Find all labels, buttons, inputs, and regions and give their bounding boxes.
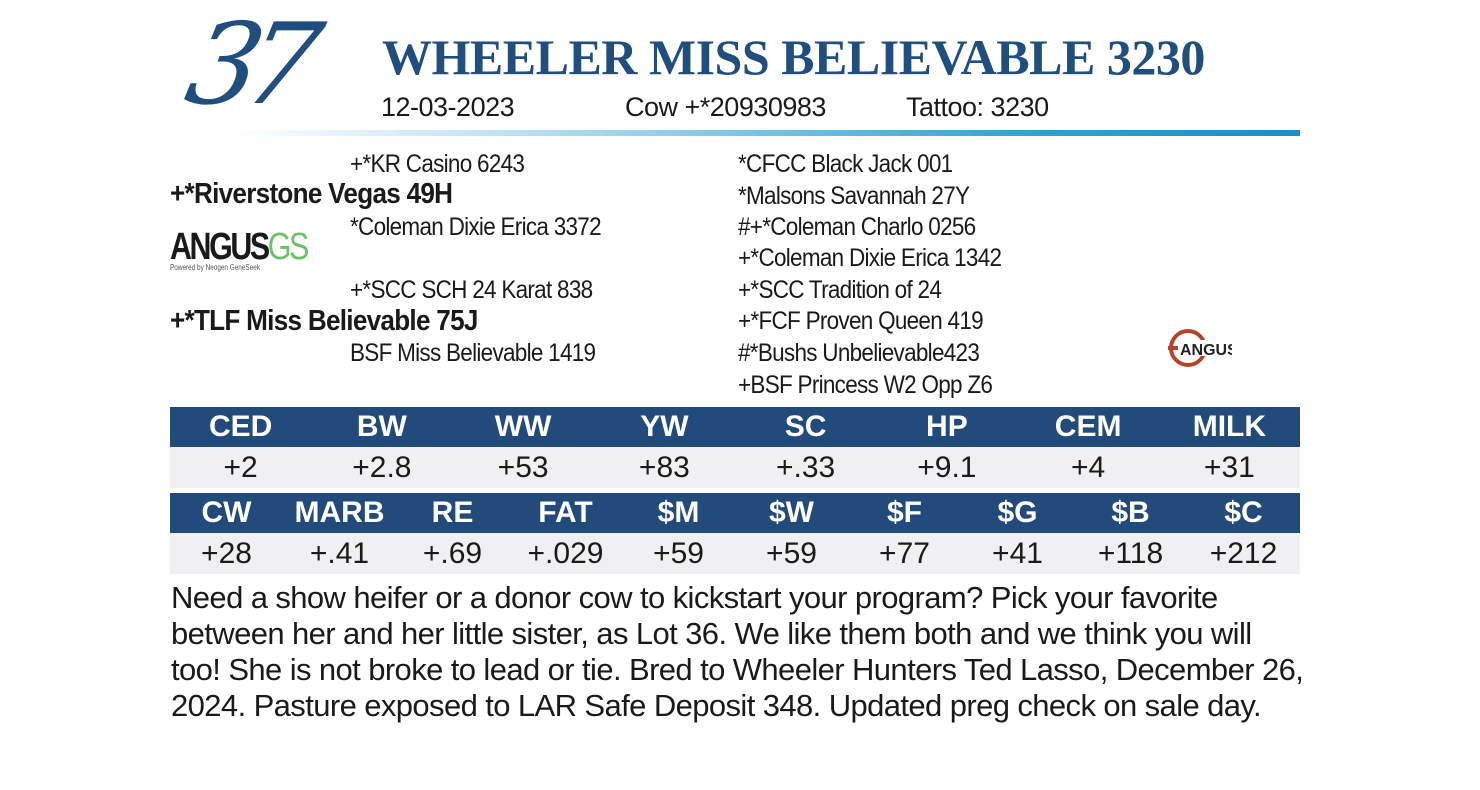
pedigree-third-gen: +*FCF Proven Queen 419 [738, 307, 984, 335]
epd-value: +28 [170, 533, 283, 574]
epd-header: WW [452, 407, 594, 447]
epd-value: +9.1 [876, 447, 1018, 488]
epd-value: +.41 [283, 533, 396, 574]
epd-table-2: CW MARB RE FAT $M $W $F $G $B $C +28 +.41 +.69 +.029… [170, 493, 1300, 574]
epd-header: $B [1074, 493, 1187, 533]
sire: +*Riverstone Vegas 49H [170, 178, 453, 210]
epd-value: +31 [1158, 447, 1300, 488]
epd-value: +2.8 [311, 447, 453, 488]
epd-header: HP [876, 407, 1018, 447]
epd-header: CW [170, 493, 283, 533]
dam-dam: BSF Miss Believable 1419 [350, 339, 596, 367]
angus-gs-logo: ANGUSGS Powered by Neogen GeneSeek [170, 226, 309, 272]
epd-value: +212 [1187, 533, 1300, 574]
lot-number: 37 [176, 0, 319, 130]
epd-value: +83 [593, 447, 735, 488]
angus-logo: ANGUS [1168, 326, 1238, 370]
epd-value: +59 [735, 533, 848, 574]
pedigree-third-gen: +*SCC Tradition of 24 [738, 276, 942, 304]
epd-value: +118 [1074, 533, 1187, 574]
epd-header: $C [1187, 493, 1300, 533]
lot-description: Need a show heifer or a donor cow to kic… [171, 580, 1304, 723]
epd-header: SC [735, 407, 877, 447]
dam: +*TLF Miss Believable 75J [170, 305, 478, 337]
pedigree-third-gen: *Malsons Savannah 27Y [738, 182, 970, 210]
epd-header: YW [593, 407, 735, 447]
epd-value: +.69 [396, 533, 509, 574]
epd-header: BW [311, 407, 453, 447]
pedigree-third-gen: *CFCC Black Jack 001 [738, 150, 953, 178]
epd-header: MARB [283, 493, 396, 533]
tattoo: Tattoo: 3230 [906, 92, 1049, 122]
sire-dam: *Coleman Dixie Erica 3372 [350, 213, 602, 241]
svg-text:ANGUS: ANGUS [1180, 342, 1232, 359]
pedigree-third-gen: +BSF Princess W2 Opp Z6 [738, 371, 993, 399]
epd-value: +53 [452, 447, 594, 488]
birth-date: 12-03-2023 [381, 92, 515, 122]
epd-header: $F [848, 493, 961, 533]
epd-header: CEM [1017, 407, 1159, 447]
epd-value: +41 [961, 533, 1074, 574]
epd-value: +.33 [735, 447, 877, 488]
epd-value: +.029 [509, 533, 622, 574]
epd-header: $W [735, 493, 848, 533]
epd-header: RE [396, 493, 509, 533]
epd-header: MILK [1158, 407, 1300, 447]
epd-header: FAT [509, 493, 622, 533]
epd-value: +2 [170, 447, 312, 488]
dam-sire: +*SCC SCH 24 Karat 838 [350, 276, 593, 304]
registration-number: Cow +*20930983 [625, 92, 826, 122]
epd-header: CED [170, 407, 312, 447]
epd-value: +59 [622, 533, 735, 574]
sire-sire: +*KR Casino 6243 [350, 150, 525, 178]
pedigree-third-gen: +*Coleman Dixie Erica 1342 [738, 244, 1002, 272]
epd-value: +77 [848, 533, 961, 574]
pedigree-third-gen: #*Bushs Unbelievable423 [738, 339, 980, 367]
epd-table-1: CED BW WW YW SC HP CEM MILK +2 +2.8 +53 +83 +.33 +9.… [170, 407, 1300, 488]
header-rule [230, 130, 1300, 136]
pedigree-third-gen: #+*Coleman Charlo 0256 [738, 213, 976, 241]
animal-name: WHEELER MISS BELIEVABLE 3230 [382, 29, 1205, 85]
epd-value: +4 [1017, 447, 1159, 488]
epd-header: $G [961, 493, 1074, 533]
epd-header: $M [622, 493, 735, 533]
